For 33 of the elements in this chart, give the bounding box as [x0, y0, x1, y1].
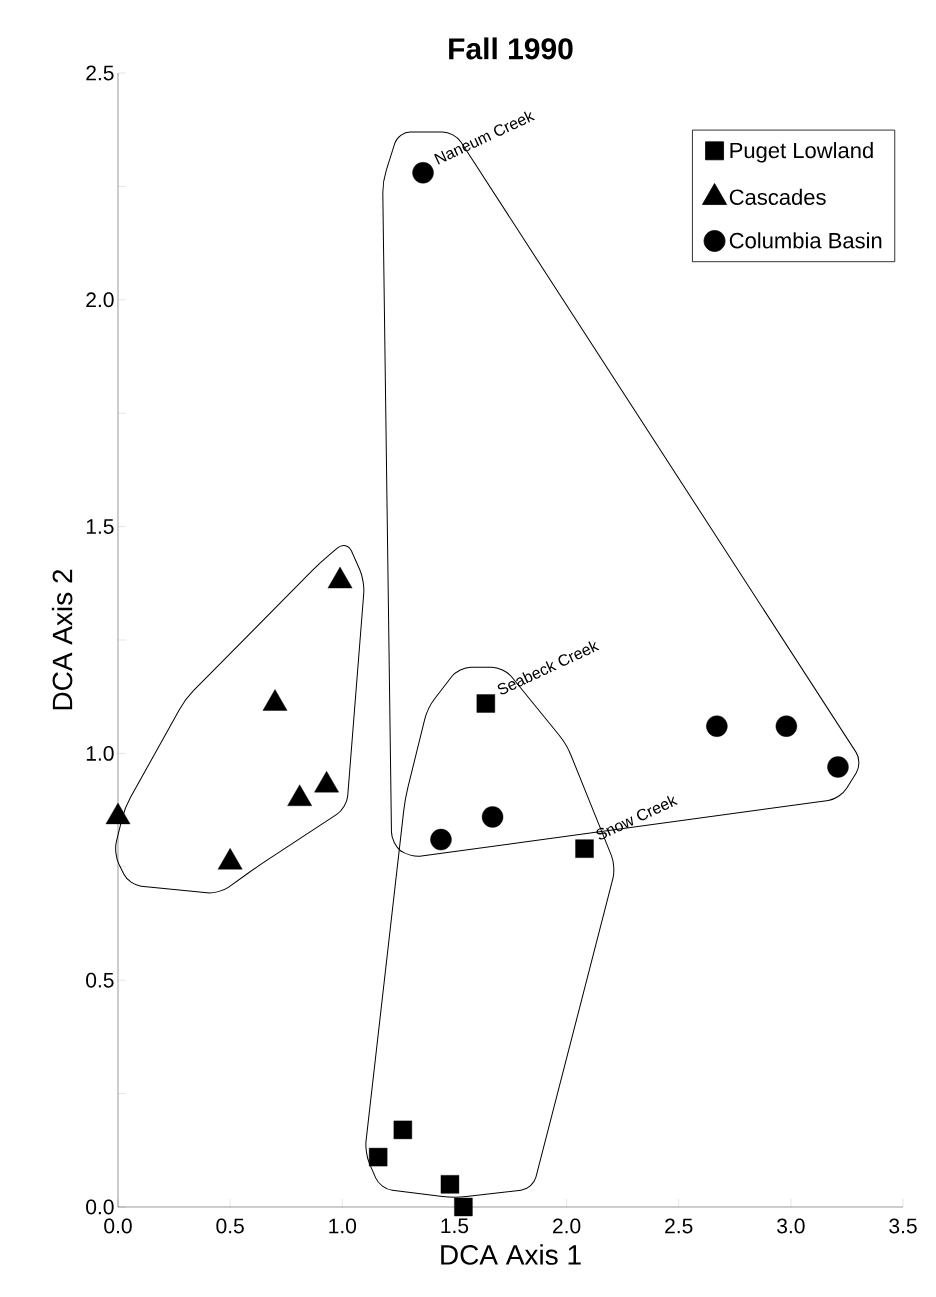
x-tick-label: 0.0: [104, 1218, 132, 1234]
x-axis-title: DCA Axis 1: [441, 1244, 581, 1265]
y-tick-label: 0.5: [86, 972, 114, 988]
point: [412, 162, 434, 184]
y-tick-label: 0.0: [86, 1199, 114, 1215]
x-tick-label: 1.0: [329, 1218, 357, 1234]
x-tick-label: 1.5: [441, 1218, 469, 1234]
annotation: Snow Creek: [596, 795, 678, 840]
y-axis-title: DCA Axis 2: [51, 569, 73, 710]
point: [476, 694, 496, 713]
x-tick-label: 0.5: [216, 1218, 244, 1234]
legend-label: Columbia Basin: [729, 232, 882, 249]
point: [368, 1147, 388, 1167]
point: [706, 715, 728, 737]
y-tick-label: 1.0: [86, 745, 114, 761]
legend-label: Puget Lowland: [730, 142, 873, 163]
point: [481, 806, 504, 828]
x-tick-label: 3.0: [777, 1218, 805, 1234]
point: [827, 756, 849, 778]
point: [440, 1175, 460, 1194]
point: [430, 828, 452, 851]
point: [393, 1120, 413, 1140]
chart-title: Fall 1990: [449, 37, 573, 60]
x-tick-label: 2.5: [665, 1218, 693, 1234]
y-tick-label: 2.5: [86, 65, 114, 81]
legend-label: Cascades: [729, 188, 826, 205]
y-tick-label: 2.0: [86, 292, 114, 308]
point: [775, 715, 798, 737]
x-tick-label: 3.5: [889, 1218, 917, 1234]
point: [454, 1197, 473, 1217]
point: [575, 839, 594, 858]
x-tick-label: 2.0: [553, 1218, 581, 1234]
y-tick-label: 1.5: [86, 519, 114, 534]
